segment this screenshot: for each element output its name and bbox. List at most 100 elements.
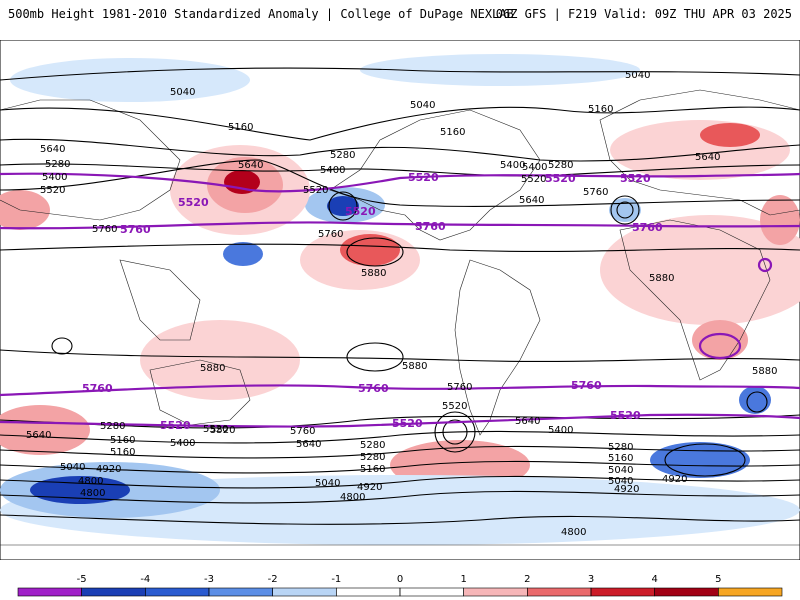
contour-5160-north	[0, 106, 800, 141]
coastline-north-america	[329, 109, 541, 241]
contour-label: 4800	[78, 476, 103, 487]
contour-label: 5400	[42, 172, 67, 183]
contour-label: 5760	[92, 224, 117, 235]
contour-label: 4920	[662, 474, 687, 485]
contour-label: 5520	[210, 425, 235, 436]
contour-label: 5880	[649, 273, 674, 284]
contour-label: 5280	[100, 421, 125, 432]
coastline-asia-west	[0, 99, 181, 221]
contour-5280-south	[0, 445, 800, 459]
purple-contour-label: 5760	[415, 220, 446, 233]
purple-contour-closed	[698, 332, 742, 360]
colorbar-tick-label: 5	[715, 574, 721, 585]
contour-closed-low	[442, 419, 468, 445]
purple-contour-5760-south	[0, 384, 800, 397]
purple-contour-label: 5520	[160, 419, 191, 432]
colorbar-segment	[81, 587, 146, 597]
coastline-australia	[149, 359, 251, 426]
colorbar-tick-label: 2	[524, 574, 530, 585]
anomaly-blue-pale	[10, 58, 250, 102]
contour-label: 5160	[440, 127, 465, 138]
contour-label: 5880	[752, 366, 777, 377]
anomaly-blue-mid	[223, 242, 263, 266]
contour-label: 5160	[110, 447, 135, 458]
purple-contour-label: 5760	[120, 223, 151, 236]
colorbar-segment	[717, 587, 783, 597]
contour-label: 5160	[608, 453, 633, 464]
contour-closed-low	[434, 411, 476, 453]
contour-5040-north	[0, 67, 800, 81]
purple-contour-label: 5520	[345, 205, 376, 218]
contour-label: 4800	[340, 492, 365, 503]
contour-label: 5520	[303, 185, 328, 196]
contour-5160-south	[0, 460, 800, 474]
anomaly-red-pale	[0, 190, 50, 230]
purple-contour-closed	[757, 257, 773, 273]
contour-label: 5280	[608, 442, 633, 453]
contour-label: 5640	[238, 160, 263, 171]
purple-labels: 5520 5520 5520 5520 5760 5760 5760 5760 …	[82, 171, 663, 432]
map-title: 500mb Height 1981-2010 Standardized Anom…	[8, 7, 514, 21]
contour-label: 5280	[330, 150, 355, 161]
coastline-eurasia	[599, 89, 800, 216]
colorbar-tick-label: -2	[268, 574, 278, 585]
contour-closed-high	[346, 237, 404, 267]
contour-label: 4920	[614, 484, 639, 495]
purple-contour-label: 5760	[358, 382, 389, 395]
contour-label: 5760	[290, 426, 315, 437]
colorbar-tick-label: 0	[397, 574, 403, 585]
purple-contour-5520-north	[0, 172, 800, 193]
anomaly-blue-mid	[739, 386, 771, 414]
contour-label: 5160	[360, 464, 385, 475]
contour-label: 5040	[608, 465, 633, 476]
coastline-southeast-asia	[119, 259, 201, 341]
purple-contours	[0, 172, 800, 428]
anomaly-red-light	[692, 320, 748, 360]
colorbar-segment	[399, 587, 465, 597]
contour-labels: 5040 5040 5040 5160 5160 5160 5280 5280 …	[26, 70, 777, 538]
contour-label: 5880	[200, 363, 225, 374]
colorbar-segment	[463, 587, 528, 597]
contour-label: 5160	[110, 435, 135, 446]
contour-5040-south	[0, 475, 800, 489]
contour-closed-low	[616, 201, 634, 219]
run-info: 06Z GFS | F219 Valid: 09Z THU APR 03 202…	[495, 7, 792, 21]
contour-closed-low	[610, 195, 640, 225]
colorbar-tick-label: -3	[204, 574, 214, 585]
contour-closed-low	[746, 391, 768, 413]
contour-label: 5160	[588, 104, 613, 115]
contour-label: 5400	[522, 162, 547, 173]
colorbar-segment	[590, 587, 656, 597]
colorbar-segment	[335, 587, 401, 597]
contour-label: 4920	[357, 482, 382, 493]
contour-label: 5640	[40, 144, 65, 155]
contour-label: 5280	[360, 452, 385, 463]
colorbar-ticks: -5 -4 -3 -2 -1 0 1 2 3 4 5	[77, 574, 722, 596]
contour-closed-low	[328, 191, 358, 221]
contour-label: 5400	[548, 425, 573, 436]
anomaly-blue-pale	[360, 54, 640, 86]
colorbar-segment	[272, 587, 337, 597]
contour-label: 5280	[45, 159, 70, 170]
purple-contour-label: 5520	[620, 172, 651, 185]
colorbar: -5 -4 -3 -2 -1 0 1 2 3 4 5	[17, 574, 783, 597]
contour-closed-high	[51, 337, 73, 355]
contour-5880-north	[0, 243, 800, 252]
anomaly-red-light	[760, 195, 800, 245]
contour-label: 5640	[519, 195, 544, 206]
colorbar-tick-label: 4	[651, 574, 657, 585]
contour-5400-north	[0, 163, 800, 177]
purple-contour-5520-south	[0, 413, 800, 428]
contour-5280-north	[0, 138, 800, 162]
height-contours	[0, 67, 800, 525]
colorbar-tick-label: 1	[460, 574, 466, 585]
colorbar-segment	[145, 587, 210, 597]
contour-label: 5760	[318, 229, 343, 240]
contour-closed-low	[664, 443, 746, 477]
anomaly-blue-strong	[327, 196, 359, 216]
contour-label: 5520	[442, 401, 467, 412]
contour-label: 5520	[521, 174, 546, 185]
colorbar-segment	[526, 587, 592, 597]
contour-label: 5160	[228, 122, 253, 133]
anomaly-red-pale	[0, 405, 90, 455]
